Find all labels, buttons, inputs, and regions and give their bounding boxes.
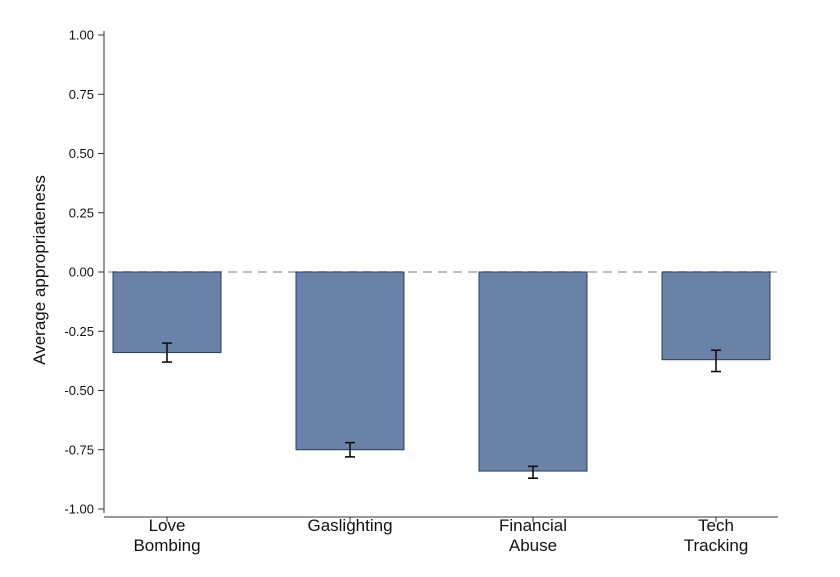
- y-tick-label: -0.50: [64, 383, 94, 398]
- y-tick-label: 0.75: [69, 87, 94, 102]
- x-category-label: Financial: [499, 516, 567, 535]
- y-tick-label: 1.00: [69, 28, 94, 43]
- bar: [295, 271, 405, 451]
- y-tick-label: -0.25: [64, 324, 94, 339]
- x-category-label: Bombing: [133, 536, 200, 555]
- bar: [112, 271, 222, 354]
- x-category-label: Gaslighting: [307, 516, 392, 535]
- x-category-label: Love: [149, 516, 186, 535]
- x-category-label: Tracking: [684, 536, 749, 555]
- y-tick-label: -1.00: [64, 502, 94, 517]
- bar: [478, 271, 588, 472]
- y-tick-label: 0.00: [69, 265, 94, 280]
- y-tick-label: 0.50: [69, 146, 94, 161]
- bar: [661, 271, 771, 361]
- y-tick-label: 0.25: [69, 205, 94, 220]
- x-category-label: Abuse: [509, 536, 557, 555]
- x-category-label: Tech: [698, 516, 734, 535]
- y-axis-title: Average appropriateness: [30, 175, 49, 365]
- y-tick-label: -0.75: [64, 442, 94, 457]
